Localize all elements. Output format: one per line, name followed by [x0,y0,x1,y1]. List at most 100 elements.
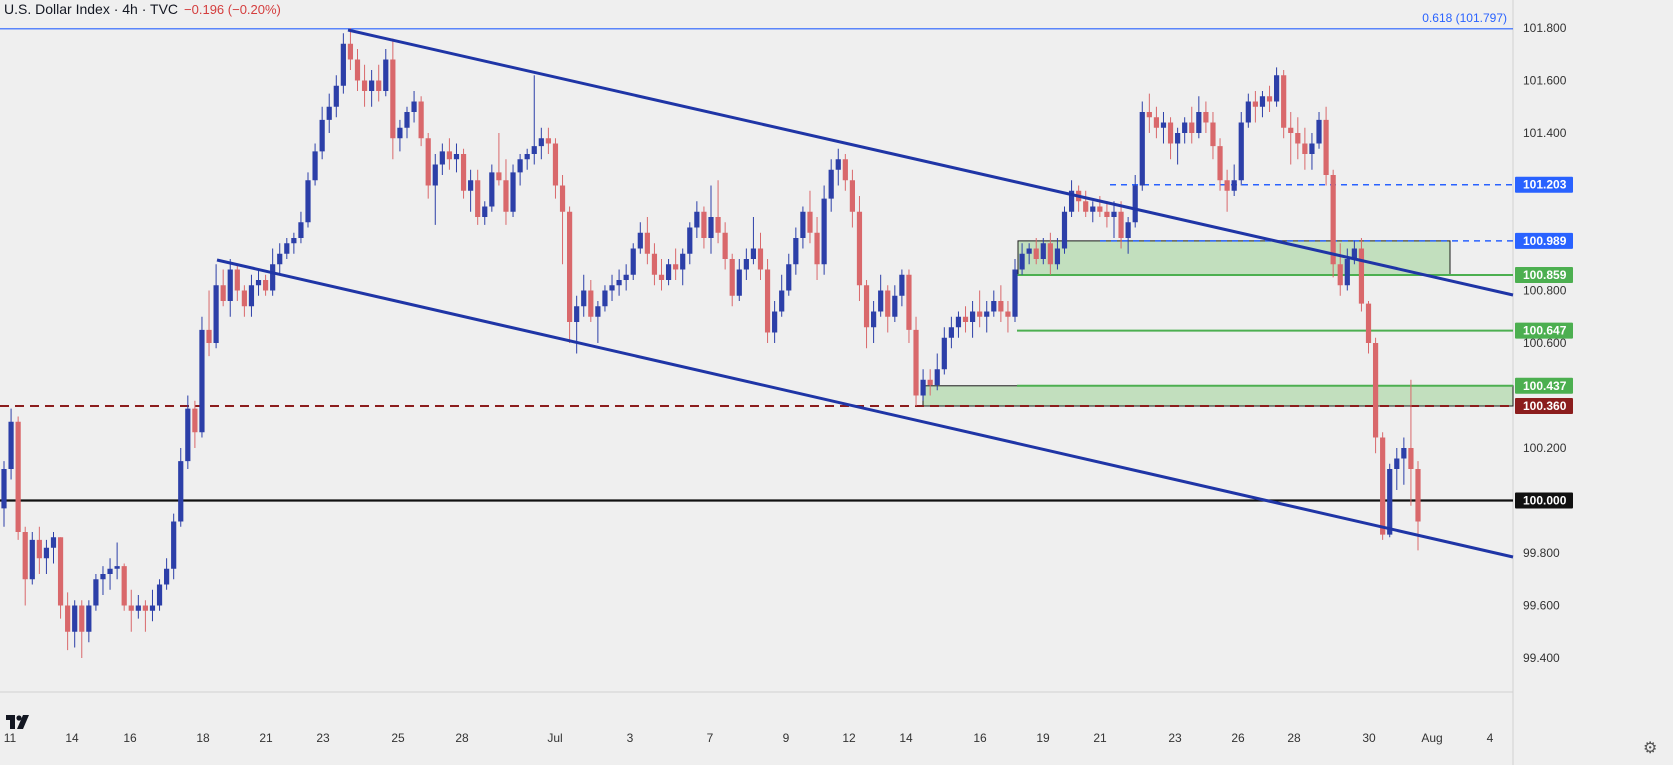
y-tick-label: 101.800 [1523,21,1567,35]
x-tick-label: 18 [196,731,210,745]
candle-body [1061,211,1068,249]
candle-body [1288,127,1294,133]
candle-body [262,280,269,291]
tradingview-logo-icon[interactable] [4,712,36,732]
candle-body [1380,437,1386,535]
candle-body [899,274,905,296]
candle-body [793,238,799,265]
candle-body [574,306,580,322]
candle-body [694,211,700,228]
symbol-title: U.S. Dollar Index · 4h · TVC [4,1,179,17]
candle-body [1231,180,1237,191]
candle-body [1175,133,1181,144]
candle-body [1210,122,1216,147]
x-tick-label: 14 [899,731,913,745]
candle-body [65,605,71,632]
candle-body [977,311,983,317]
candle-body [842,159,848,181]
candle-body [1415,469,1421,522]
x-tick-label: 14 [65,731,79,745]
candle-body [1033,248,1039,259]
candle-body [199,329,205,433]
candle-body [623,274,629,280]
candle-body [510,172,516,212]
candle-body [1139,112,1145,186]
x-tick-label: Jul [547,731,562,745]
candle-body [1302,143,1308,154]
settings-gear-icon[interactable]: ⚙ [1643,740,1658,757]
candle-body [425,138,431,186]
candle-body [475,180,481,217]
candle-body [1259,96,1266,107]
x-tick-label: 11 [4,731,17,745]
candle-body [595,306,601,317]
candle-body [616,280,622,286]
candle-body [135,605,141,611]
x-tick-label: 23 [316,731,330,745]
candle-body [1224,180,1230,191]
candle-body [835,159,841,170]
candle-body [1245,101,1251,123]
candle-body [1281,75,1287,128]
candle-body [361,80,368,91]
candle-body [468,180,474,191]
price-label: 100.989 [1523,234,1567,248]
x-tick-label: Aug [1421,731,1442,745]
candle-body [1,469,7,509]
candle-body [1401,448,1407,459]
candle-body [36,539,42,559]
candle-body [1019,253,1025,270]
price-zone [922,385,1514,407]
candle-body [1394,458,1400,469]
candle-body [906,274,912,330]
candle-body [213,285,219,343]
candle-body [453,154,460,160]
chart-header: U.S. Dollar Index · 4h · TVC −0.196 (−0.2… [4,1,281,17]
candle-body [750,248,757,259]
candle-body [411,101,417,112]
candle-body [1309,143,1315,154]
candle-body [849,180,855,212]
price-label-box [1515,377,1573,394]
price-axis: 101.800 101.600 101.400 100.800 100.600 100.2… [1515,21,1573,665]
x-tick-label: 19 [1036,731,1050,745]
y-tick-label: 101.600 [1523,74,1567,88]
candle-body [637,232,643,249]
candle-body [673,264,679,270]
fib-level-label: 0.618 (101.797) [1422,11,1507,25]
candle-body [1090,206,1096,212]
candle-body [333,85,339,107]
trendline [347,28,1514,297]
candle-body [220,285,226,301]
candle-body [722,232,728,259]
candle-body [72,605,78,632]
candle-body [821,198,827,265]
candle-body [1203,112,1209,123]
candle-body [178,461,184,522]
candle-body [22,532,28,580]
candle-body [920,379,926,396]
price-label-box [1515,176,1573,193]
candle-body [517,159,523,173]
candle-body [227,269,233,301]
candle-body [1372,343,1379,438]
candle-body [1054,248,1061,265]
candle-body [588,290,594,317]
candle-body [729,259,735,296]
candle-body [786,264,792,291]
candle-body [1068,190,1075,212]
candle-body [567,211,573,322]
candle-body [1118,211,1124,238]
candle-body [354,59,361,81]
candle-body [772,311,778,333]
candle-body [503,180,509,212]
candle-body [319,119,325,152]
candle-body [1330,175,1336,265]
candle-body [927,379,933,385]
candle-body [305,180,311,223]
candle-body [270,264,276,291]
price-label-box [1515,398,1573,414]
candle-body [192,408,198,433]
candle-body [241,290,247,307]
